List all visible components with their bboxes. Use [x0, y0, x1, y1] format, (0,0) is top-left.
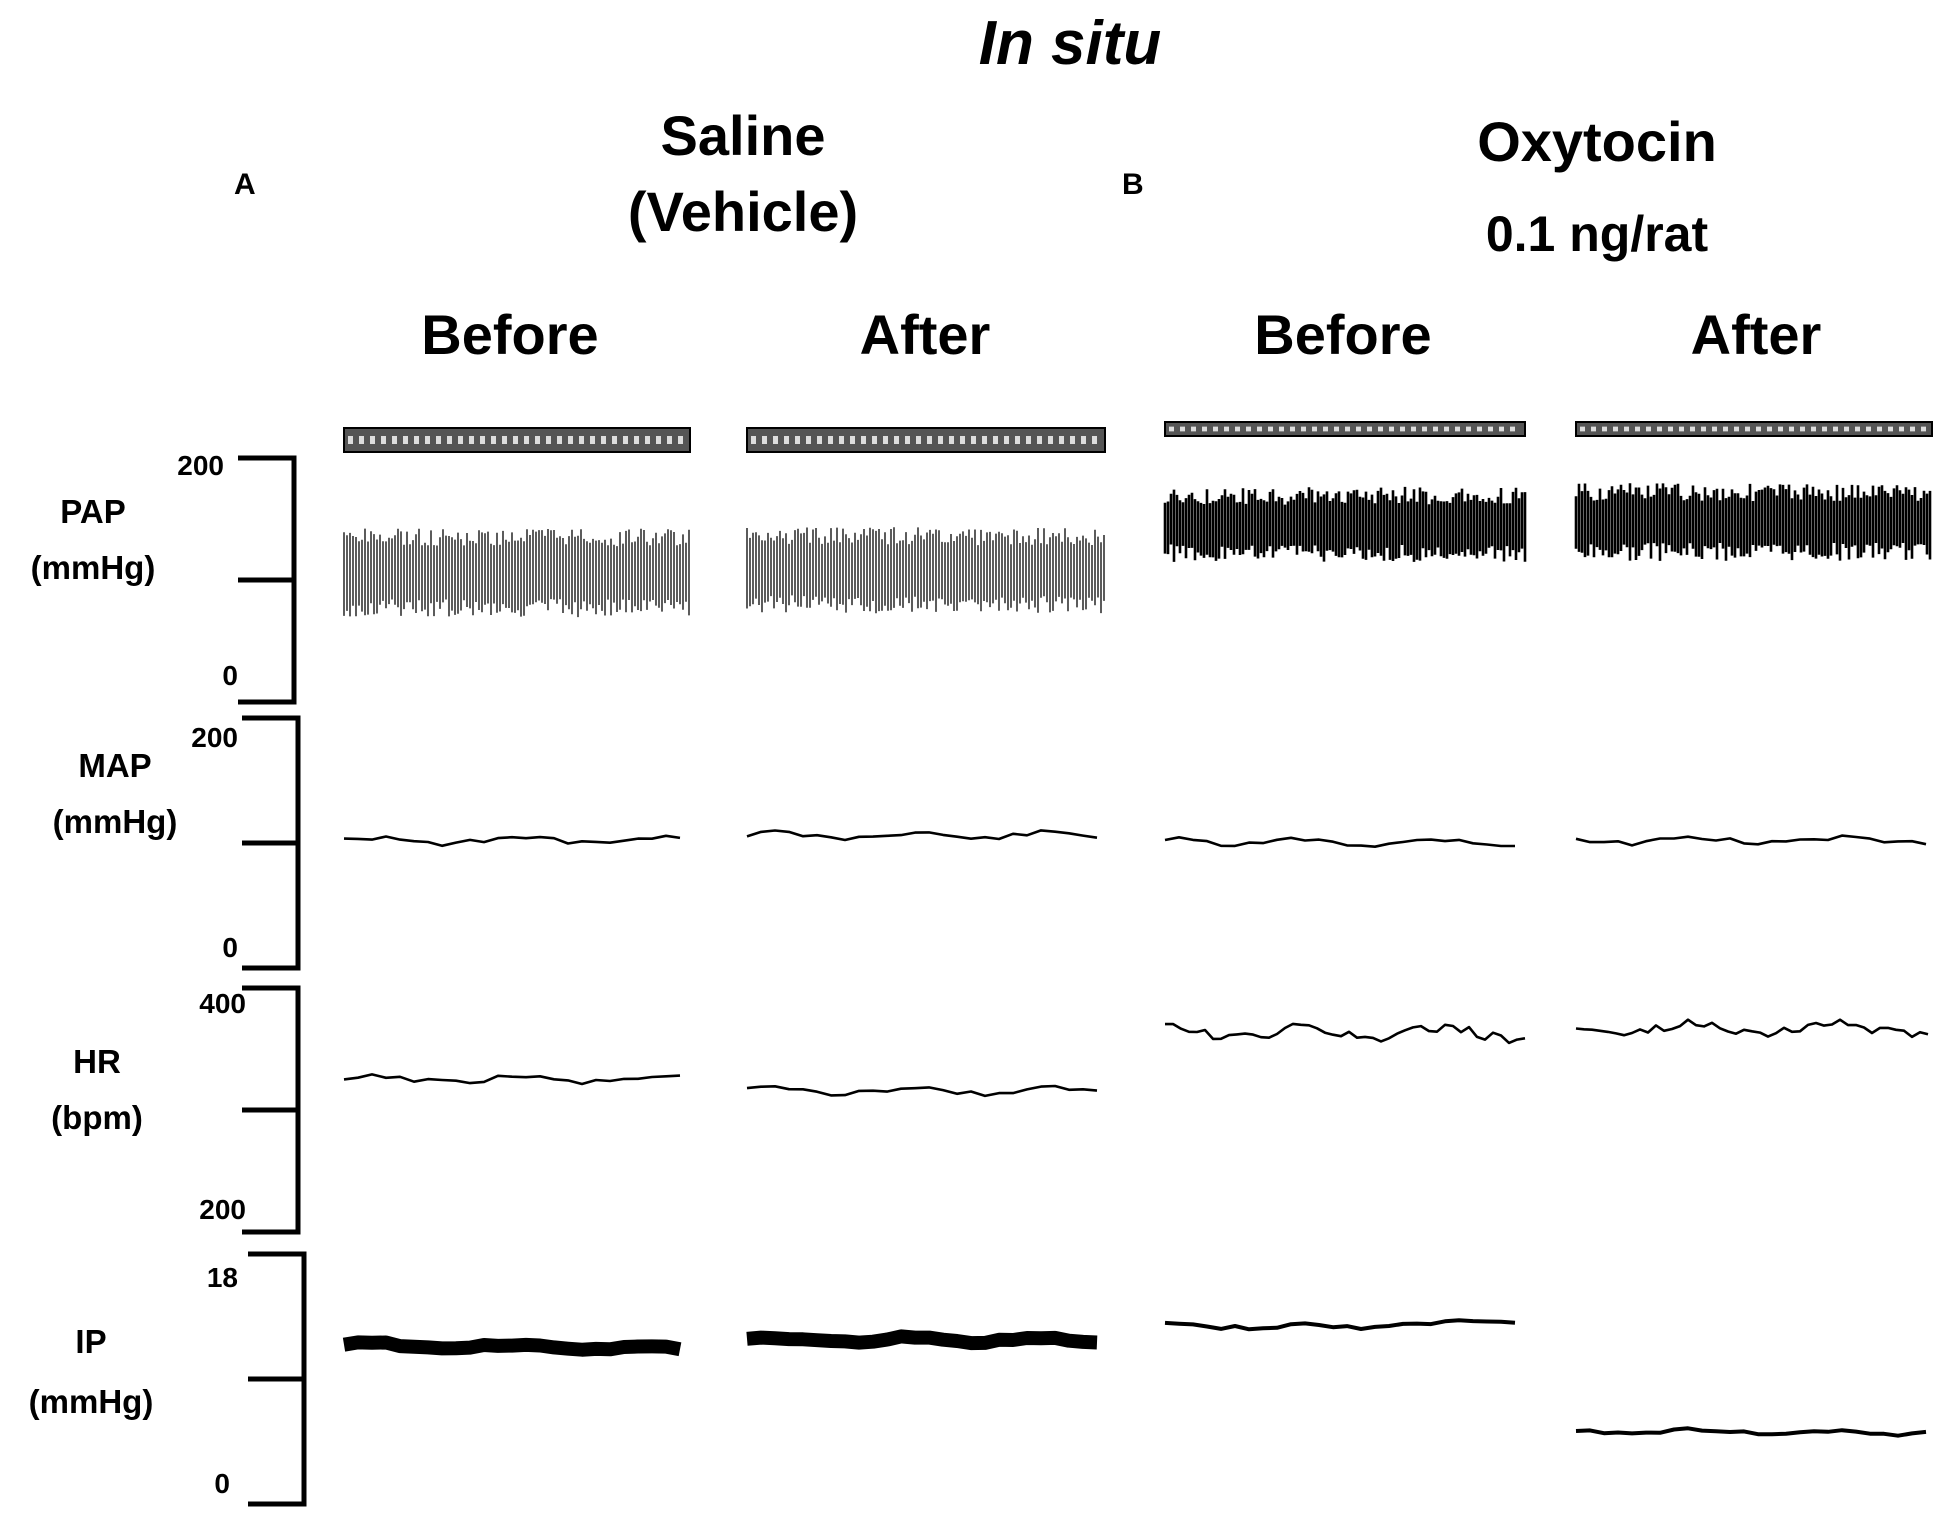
tick-ip-top: 18 [206, 1262, 238, 1293]
phase-label-oxytocin-after: After [1690, 303, 1822, 366]
panel-label-b: B [1122, 168, 1144, 201]
hr-trace [1575, 1018, 1929, 1039]
axis-name-pap-line1: PAP [60, 493, 126, 530]
tick-pap-bottom: 0 [222, 660, 238, 691]
axis-name-pap-line2: (mmHg) [30, 549, 156, 586]
map-trace [1575, 834, 1927, 847]
map-trace [343, 834, 681, 848]
axis-bracket-ip [248, 1251, 307, 1507]
tick-pap-top: 200 [177, 450, 224, 481]
pap-trace [1574, 483, 1932, 561]
condition-oxytocin-line1: Oxytocin [1477, 110, 1717, 173]
ip-trace [1164, 1318, 1516, 1332]
axis-name-hr-line1: HR [73, 1043, 121, 1080]
axis-name-map-line1: MAP [78, 747, 152, 784]
panel-label-a: A [234, 168, 256, 201]
tick-map-top: 200 [191, 722, 238, 753]
axis-bracket-map [242, 715, 301, 971]
axis-name-hr-line2: (bpm) [51, 1099, 143, 1136]
phase-label-saline-before: Before [421, 303, 599, 366]
event-marker-band [1575, 421, 1933, 437]
ip-trace [1575, 1426, 1927, 1438]
axis-brackets [238, 455, 307, 1507]
event-marker-band [343, 427, 691, 453]
map-trace [1164, 836, 1515, 848]
axis-name-ip-line2: (mmHg) [28, 1383, 154, 1420]
tick-hr-bottom: 200 [199, 1194, 246, 1225]
condition-saline-line2: (Vehicle) [627, 180, 859, 243]
axis-bracket-hr [242, 985, 301, 1235]
phase-label-saline-after: After [859, 303, 991, 366]
hr-trace [343, 1073, 681, 1086]
trace-group [342, 421, 1933, 1438]
pap-trace [1163, 486, 1527, 562]
tick-ip-bottom: 0 [214, 1468, 230, 1499]
tick-hr-top: 400 [199, 988, 246, 1019]
axis-name-map-line2: (mmHg) [52, 803, 178, 840]
phase-label-oxytocin-before: Before [1254, 303, 1432, 366]
tick-map-bottom: 0 [222, 932, 238, 963]
condition-saline-line1: Saline [660, 104, 826, 167]
pap-trace [746, 527, 1105, 614]
ip-trace [342, 1335, 682, 1357]
hr-trace [746, 1084, 1098, 1098]
condition-oxytocin-line2: 0.1 ng/rat [1485, 206, 1709, 262]
ip-trace [746, 1329, 1098, 1351]
axis-name-ip-line1: IP [75, 1323, 107, 1360]
map-trace [746, 829, 1098, 842]
hr-trace [1164, 1022, 1526, 1045]
pap-trace [343, 528, 690, 618]
axis-bracket-pap [238, 455, 297, 705]
figure-title: In situ [978, 9, 1162, 78]
